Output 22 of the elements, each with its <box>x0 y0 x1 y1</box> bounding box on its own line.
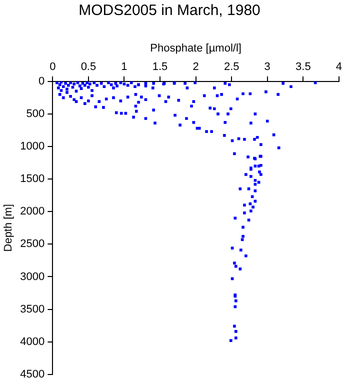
y-tick-label: 2000 <box>20 206 45 218</box>
x-tick-label: 3 <box>264 60 270 73</box>
x-tick-label: 1 <box>121 60 128 73</box>
x-tick-label: 0 <box>50 60 56 73</box>
y-tick-label: 2500 <box>20 238 45 250</box>
chart-title: MODS2005 in March, 1980 <box>78 2 260 20</box>
y-tick-label: 1000 <box>20 140 45 153</box>
x-tick-label: 0.5 <box>80 60 96 73</box>
y-axis-title: Depth [m] <box>2 204 15 252</box>
x-axis-title: Phosphate [µmol/l] <box>150 42 242 55</box>
x-tick-label: 3.5 <box>296 60 311 73</box>
x-tick-label: 4 <box>336 60 342 73</box>
y-tick-label: 0 <box>38 75 45 88</box>
y-tick-label: 3500 <box>20 303 45 316</box>
y-tick-label: 500 <box>26 108 45 120</box>
y-tick-label: 1500 <box>20 173 45 186</box>
x-tick-label: 2 <box>192 60 199 73</box>
x-tick-label: 2.5 <box>224 60 240 73</box>
y-tick-label: 4000 <box>20 336 45 348</box>
x-tick-label: 1.5 <box>152 60 168 73</box>
y-tick-label: 4500 <box>20 368 45 380</box>
y-tick-label: 3000 <box>20 270 45 283</box>
